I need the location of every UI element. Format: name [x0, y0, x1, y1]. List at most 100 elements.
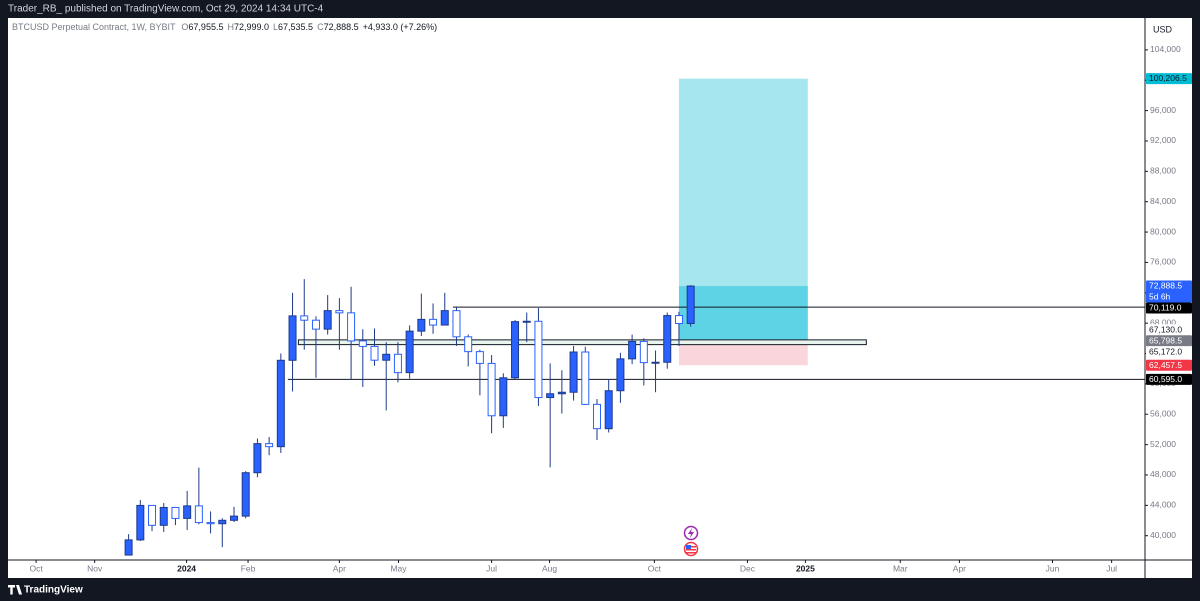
candle-body [405, 330, 414, 374]
candle-body [323, 310, 332, 330]
candle-body [569, 351, 578, 393]
price-label-box [1146, 302, 1192, 314]
candle-body [358, 340, 367, 347]
chart-background [8, 18, 1192, 578]
symbol-title: BTCUSD Perpetual Contract, 1W, BYBIT [12, 22, 176, 32]
candle-body [557, 391, 566, 395]
price-label-box [1146, 324, 1192, 336]
candle-body [429, 318, 438, 326]
currency: USD [1153, 24, 1173, 34]
candle-body [475, 351, 484, 364]
x-tick-label: Nov [87, 563, 103, 573]
candle-body [592, 403, 601, 430]
x-tick-label: Oct [648, 563, 662, 573]
candle-body [487, 362, 496, 417]
candle-body [253, 443, 262, 474]
candle-body [464, 336, 473, 353]
logo-text: TradingView [24, 585, 83, 596]
x-tick-label: Aug [542, 563, 557, 573]
y-tick-label: 40,000 [1150, 530, 1176, 540]
candle-body [534, 320, 543, 399]
candle-body [159, 506, 168, 526]
candle-body [499, 377, 508, 417]
candle-body [452, 310, 461, 338]
x-tick-label: Jul [1106, 563, 1117, 573]
candle-body [194, 505, 203, 524]
price-label-box [1146, 280, 1192, 303]
x-tick-label: 2025 [796, 563, 815, 573]
price-label-box [1146, 373, 1192, 385]
candle-body [651, 361, 660, 364]
price-label: 100,206.5 [1149, 73, 1187, 83]
x-tick-label: Oct [29, 563, 43, 573]
price-label: 65,172.0 [1149, 346, 1182, 356]
candle-body [311, 319, 320, 330]
candle-body [276, 359, 285, 448]
x-tick-label: May [390, 563, 407, 573]
y-tick-label: 76,000 [1150, 257, 1176, 267]
price-label: 72,888.5 [1149, 281, 1182, 291]
ohlc-name: C [317, 22, 324, 32]
candle-body [136, 504, 145, 541]
y-tick-label: 68,000 [1150, 317, 1176, 327]
candle-body [639, 340, 648, 364]
candle-body [218, 519, 227, 525]
candle-body [265, 443, 274, 448]
ohlc-value: 72,999.0 [234, 22, 269, 32]
y-tick-label: 84,000 [1150, 196, 1176, 206]
x-tick-label: Mar [893, 563, 908, 573]
y-tick-label: 96,000 [1150, 105, 1176, 115]
candle-body [628, 340, 637, 360]
event-icons [683, 525, 699, 557]
candle-body [241, 472, 250, 517]
y-tick-label: 52,000 [1150, 439, 1176, 449]
logo-icon [7, 585, 22, 595]
candle-body [663, 315, 672, 363]
countdown: 5d 6h [1149, 291, 1171, 301]
ohlc-name: O [181, 22, 188, 32]
y-tick-label: 56,000 [1150, 409, 1176, 419]
candle-body [335, 310, 344, 314]
y-tick-label: 48,000 [1150, 469, 1176, 479]
candle-body [288, 315, 297, 361]
price-label: 67,130.0 [1149, 324, 1182, 334]
candle-body [546, 393, 555, 399]
ohlc-value: 67,955.5 [188, 22, 223, 32]
x-tick-label: Dec [740, 563, 756, 573]
candle-body [370, 345, 379, 361]
price-label-box [1146, 73, 1192, 85]
x-tick-label: Jul [486, 563, 497, 573]
ohlc-value: 72,888.5 [324, 22, 359, 32]
footer-bar [0, 578, 1200, 601]
candle-body [674, 315, 683, 325]
legend: BTCUSD Perpetual Contract, 1W, BYBIT O67,… [12, 22, 437, 32]
candle-body [300, 315, 309, 321]
ohlc-value: 67,535.5 [278, 22, 313, 32]
candle-body [417, 318, 426, 332]
price-label: 60,595.0 [1149, 374, 1182, 384]
candle-body [347, 312, 356, 342]
x-tick-label: Feb [241, 563, 256, 573]
y-tick-label: 104,000 [1150, 44, 1181, 54]
candle-body [183, 505, 192, 519]
candle-body [124, 539, 133, 556]
price-label: 62,457.5 [1149, 360, 1182, 370]
price-label: 70,119.0 [1149, 303, 1182, 313]
candle-body [206, 522, 215, 525]
plot-area [124, 78, 1145, 556]
candle-body [581, 351, 590, 405]
publish-info: Trader_RB_ published on TradingView.com,… [8, 4, 324, 15]
candle-body [522, 320, 531, 323]
price-label-box [1146, 359, 1192, 371]
y-tick-label: 44,000 [1150, 500, 1176, 510]
x-tick-label: 2024 [177, 563, 196, 573]
x-tick-label: Jun [1046, 563, 1060, 573]
y-tick-label: 92,000 [1150, 135, 1176, 145]
candle-body [440, 310, 449, 326]
candle-body [511, 321, 520, 379]
ohlc-name: H [227, 22, 234, 32]
candle-body [686, 285, 695, 324]
x-tick-label: Apr [333, 563, 346, 573]
candle-body [604, 390, 613, 430]
